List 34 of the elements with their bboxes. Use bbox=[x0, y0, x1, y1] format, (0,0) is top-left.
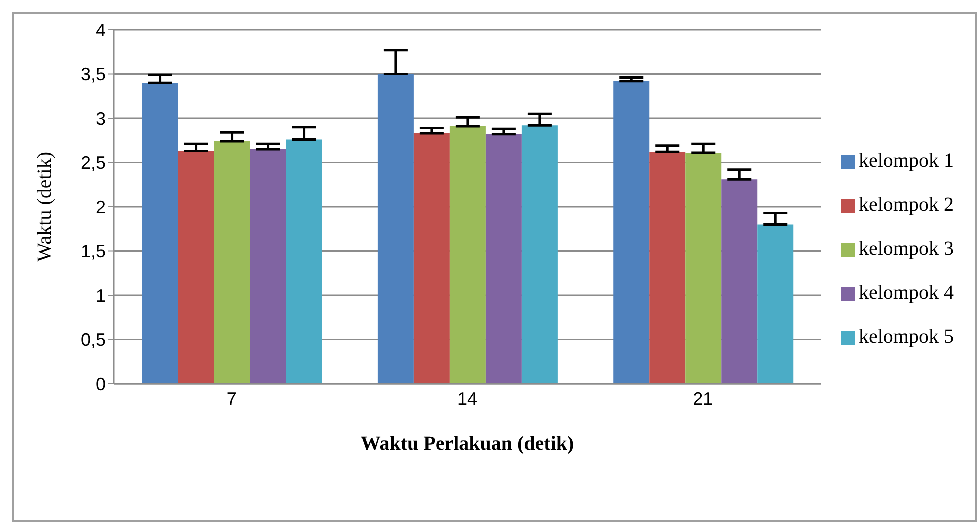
bar bbox=[758, 224, 794, 384]
bar bbox=[286, 140, 322, 384]
x-tick-label: 14 bbox=[457, 388, 478, 409]
bar bbox=[178, 151, 214, 384]
bar bbox=[450, 126, 486, 384]
legend-label: kelompok 2 bbox=[859, 194, 954, 216]
bar bbox=[686, 153, 722, 384]
bar bbox=[614, 81, 650, 384]
bar bbox=[378, 74, 414, 384]
legend-label: kelompok 1 bbox=[859, 150, 954, 172]
bar bbox=[486, 134, 522, 384]
legend-label: kelompok 4 bbox=[859, 282, 954, 304]
y-tick-label: 0 bbox=[96, 374, 106, 394]
y-tick-label: 2,5 bbox=[80, 153, 106, 174]
y-tick-label: 1,5 bbox=[80, 242, 106, 262]
y-axis-title: Waktu (detik) bbox=[34, 152, 56, 262]
y-tick-label: 1 bbox=[96, 286, 106, 306]
bar bbox=[650, 152, 686, 384]
legend-label: kelompok 5 bbox=[859, 326, 954, 348]
y-tick-label: 3,5 bbox=[80, 64, 106, 85]
bar bbox=[414, 134, 450, 384]
bar bbox=[722, 180, 758, 384]
y-tick-label: 2 bbox=[96, 197, 106, 218]
y-tick-label: 4 bbox=[96, 20, 106, 40]
x-tick-label: 7 bbox=[226, 388, 237, 409]
bar bbox=[522, 126, 558, 384]
bar bbox=[214, 142, 250, 384]
x-axis-title: Waktu Perlakuan (detik) bbox=[360, 433, 574, 455]
bar bbox=[250, 149, 286, 384]
legend-label: kelompok 3 bbox=[859, 238, 954, 260]
x-tick-label: 21 bbox=[693, 388, 714, 409]
y-tick-label: 0,5 bbox=[80, 330, 106, 350]
bar bbox=[142, 83, 178, 384]
y-tick-label: 3 bbox=[96, 108, 106, 129]
